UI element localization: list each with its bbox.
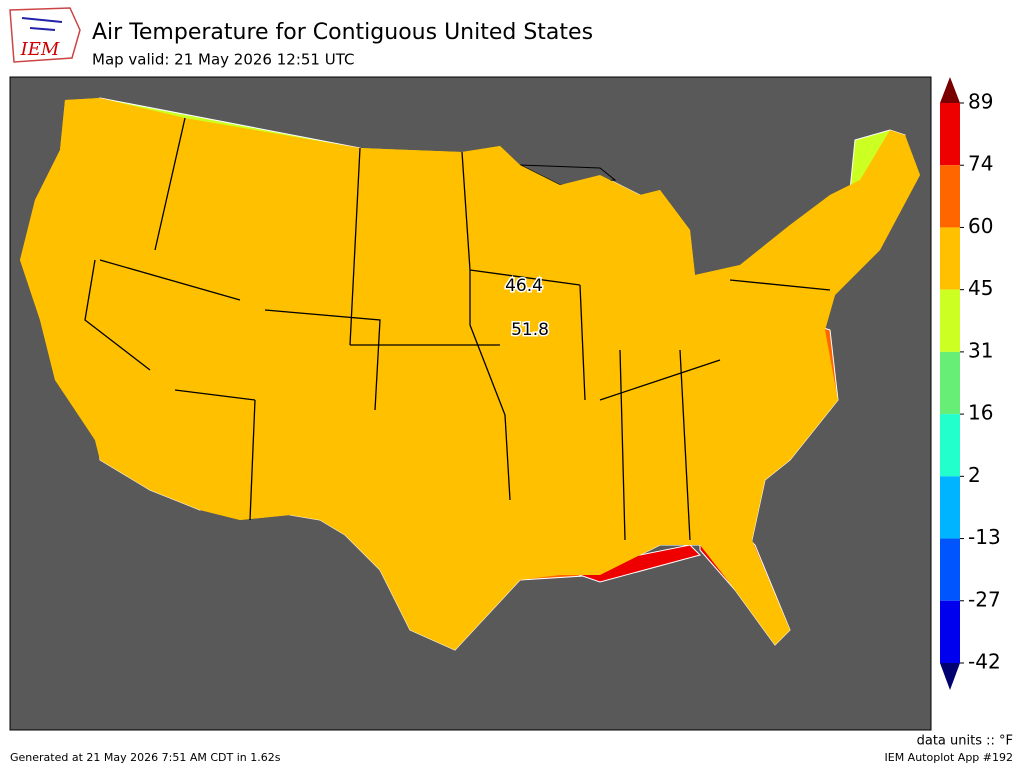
colorbar-band	[940, 227, 960, 290]
colorbar-band	[940, 165, 960, 228]
colorbar-under	[940, 663, 960, 690]
colorbar-tick-label: 31	[968, 338, 993, 362]
colorbar-over	[940, 77, 960, 103]
state-borders	[84, 117, 831, 541]
colorbar-band	[940, 538, 960, 601]
colorbar-tick-label: -13	[968, 525, 1001, 549]
colorbar-band	[940, 103, 960, 166]
map	[9, 76, 932, 731]
colorbar-band	[940, 289, 960, 352]
colorbar-band	[940, 600, 960, 663]
logo: IEM	[9, 7, 81, 63]
colorbar-tick-label: 16	[968, 401, 993, 425]
colorbar-band	[940, 351, 960, 415]
units-label: data units :: °F	[917, 734, 1013, 749]
logo-marks	[21, 17, 63, 31]
subtitle: Map valid: 21 May 2026 12:51 UTC	[92, 51, 354, 69]
contour-label: 46.4	[505, 276, 543, 296]
title: Air Temperature for Contiguous United St…	[92, 20, 593, 45]
logo-outline	[9, 7, 81, 63]
logo-text: IEM	[20, 39, 60, 60]
colorbar-tick-label: 45	[968, 276, 993, 300]
colorbar-tick-label: -27	[968, 587, 1001, 611]
colorbar-tick-label: 74	[968, 152, 993, 176]
colorbar-tick-label: 89	[968, 90, 993, 114]
colorbar-tick-label: 2	[968, 463, 981, 487]
contour-label: 51.8	[511, 320, 549, 340]
colorbar-tick-label: -42	[968, 650, 1001, 674]
colorbar-band	[940, 414, 960, 477]
colorbar-band	[940, 476, 960, 539]
colorbar-tick-label: 60	[968, 214, 993, 238]
footer-right: IEM Autoplot App #192	[885, 751, 1014, 764]
footer-left: Generated at 21 May 2026 7:51 AM CDT in …	[10, 751, 281, 764]
